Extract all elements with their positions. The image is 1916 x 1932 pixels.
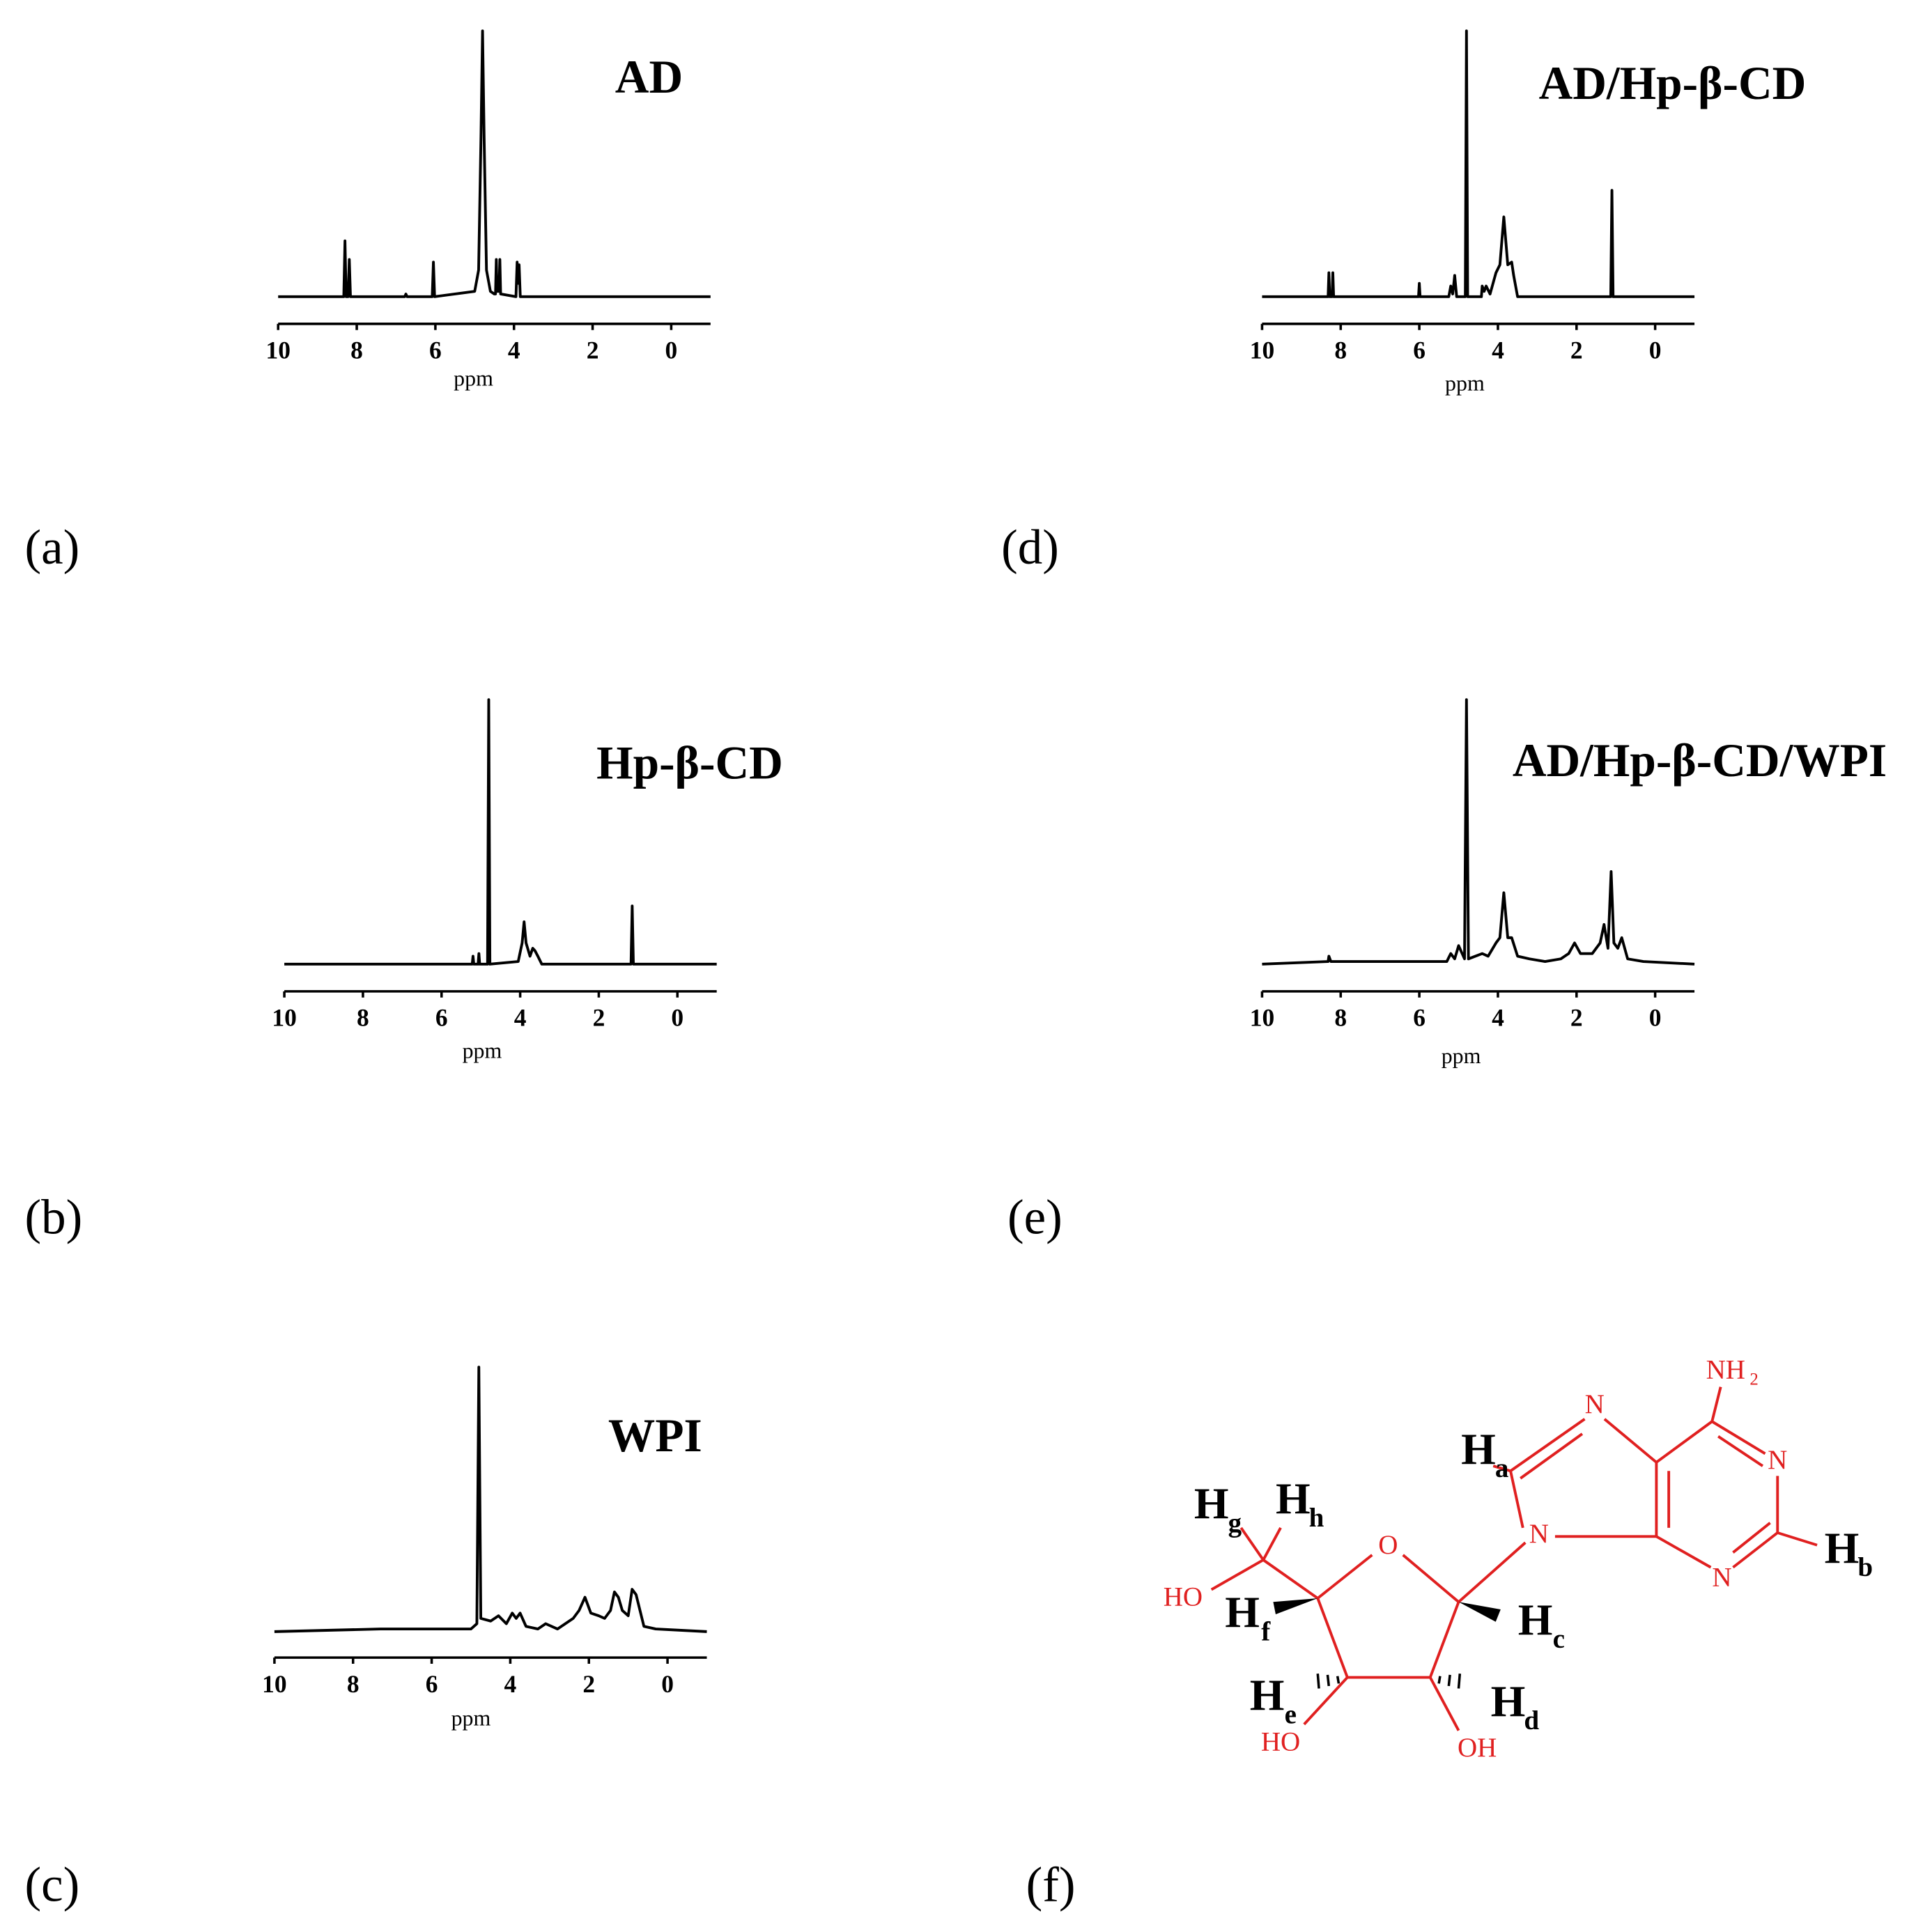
- hydrogen-sub: d: [1524, 1706, 1539, 1736]
- hydrogen-label: H: [1491, 1676, 1526, 1726]
- x-tick-label: 2: [587, 337, 599, 364]
- hydrogen-sub: a: [1495, 1453, 1509, 1483]
- x-tick-label: 4: [514, 1004, 527, 1032]
- x-tick-label: 2: [1570, 1004, 1583, 1032]
- atom: HO: [1164, 1582, 1203, 1612]
- atom: N: [1529, 1519, 1549, 1549]
- x-tick-label: 10: [272, 1004, 296, 1032]
- panel-label: (b): [25, 1191, 83, 1245]
- x-tick-label: 10: [262, 1670, 286, 1698]
- atom: N: [1768, 1445, 1787, 1475]
- x-tick-label: 2: [593, 1004, 605, 1032]
- hydrogen-label: H: [1461, 1424, 1496, 1474]
- hydrogen-label: H: [1825, 1523, 1860, 1572]
- x-tick-label: 0: [665, 337, 678, 364]
- x-tick-label: 6: [1413, 337, 1426, 364]
- hash-bond: [1316, 1674, 1462, 1689]
- x-tick-label: 4: [1492, 337, 1504, 364]
- chart-title: WPI: [608, 1409, 702, 1462]
- x-tick-label: 2: [582, 1670, 595, 1698]
- hydrogen-label: H: [1250, 1670, 1285, 1720]
- spectrum-line: [278, 29, 711, 298]
- x-tick-label: 8: [1334, 337, 1347, 364]
- x-tick-label: 0: [661, 1670, 674, 1698]
- spectrum-line: [1262, 698, 1695, 966]
- x-tick-label: 6: [429, 337, 442, 364]
- structure: N N N N O HO HO OH NH 2: [1164, 1354, 1818, 1763]
- chart-title: Hp-β-CD: [596, 737, 783, 789]
- hydrogen-sub: c: [1553, 1624, 1565, 1654]
- x-tick-label: 8: [1334, 1004, 1347, 1032]
- x-axis-label: ppm: [1442, 1044, 1481, 1068]
- spectrum-line: [274, 1366, 707, 1633]
- wedge: [1273, 1598, 1318, 1615]
- chart-title: AD/Hp-β-CD/WPI: [1513, 734, 1887, 787]
- panel-label: (f): [1026, 1858, 1076, 1912]
- x-tick-label: 10: [1250, 1004, 1274, 1032]
- atom-sub: 2: [1749, 1370, 1758, 1389]
- hydrogen-label: H: [1518, 1595, 1553, 1644]
- x-tick-label: 6: [426, 1670, 438, 1698]
- x-tick-label: 0: [1649, 1004, 1662, 1032]
- panel-label: (a): [25, 520, 80, 575]
- chart-title: AD: [615, 51, 683, 103]
- x-tick-label: 10: [1250, 337, 1274, 364]
- x-tick-label: 0: [1649, 337, 1662, 364]
- panel-label: (e): [1007, 1191, 1063, 1245]
- x-tick-label: 4: [1492, 1004, 1504, 1032]
- x-axis-label: ppm: [1445, 371, 1485, 396]
- panel-label: (d): [1001, 520, 1059, 575]
- x-tick-label: 8: [347, 1670, 360, 1698]
- atom: NH: [1706, 1354, 1745, 1384]
- bonds: [1210, 1386, 1818, 1731]
- x-axis-label: ppm: [451, 1706, 491, 1731]
- spectrum-line: [1262, 29, 1695, 298]
- hydrogen-sub: e: [1285, 1699, 1297, 1729]
- atom: N: [1712, 1562, 1731, 1592]
- atom: HO: [1261, 1726, 1300, 1756]
- hydrogen-label: H: [1276, 1474, 1311, 1523]
- panel-label: (c): [25, 1858, 80, 1912]
- hydrogen-sub: h: [1309, 1503, 1324, 1533]
- hydrogen-label: H: [1225, 1587, 1260, 1637]
- x-tick-label: 10: [265, 337, 290, 364]
- hydrogen-sub: g: [1228, 1508, 1242, 1538]
- x-tick-label: 4: [504, 1670, 517, 1698]
- x-tick-label: 2: [1570, 337, 1583, 364]
- atom: O: [1378, 1530, 1398, 1560]
- x-tick-label: 0: [671, 1004, 683, 1032]
- spectrum-line: [284, 698, 717, 966]
- atom: N: [1585, 1389, 1605, 1419]
- chart-title: AD/Hp-β-CD: [1539, 57, 1807, 109]
- hydrogen-label: H: [1194, 1478, 1229, 1528]
- x-tick-label: 4: [508, 337, 520, 364]
- x-tick-label: 6: [1413, 1004, 1426, 1032]
- x-axis-label: ppm: [454, 366, 493, 391]
- hydrogen-sub: f: [1261, 1616, 1271, 1646]
- x-tick-label: 8: [357, 1004, 369, 1032]
- x-tick-label: 6: [435, 1004, 448, 1032]
- wedge: [1458, 1602, 1501, 1622]
- x-axis-label: ppm: [463, 1039, 502, 1063]
- x-tick-label: 8: [350, 337, 363, 364]
- atom: OH: [1458, 1733, 1497, 1763]
- hydrogen-sub: b: [1857, 1552, 1873, 1582]
